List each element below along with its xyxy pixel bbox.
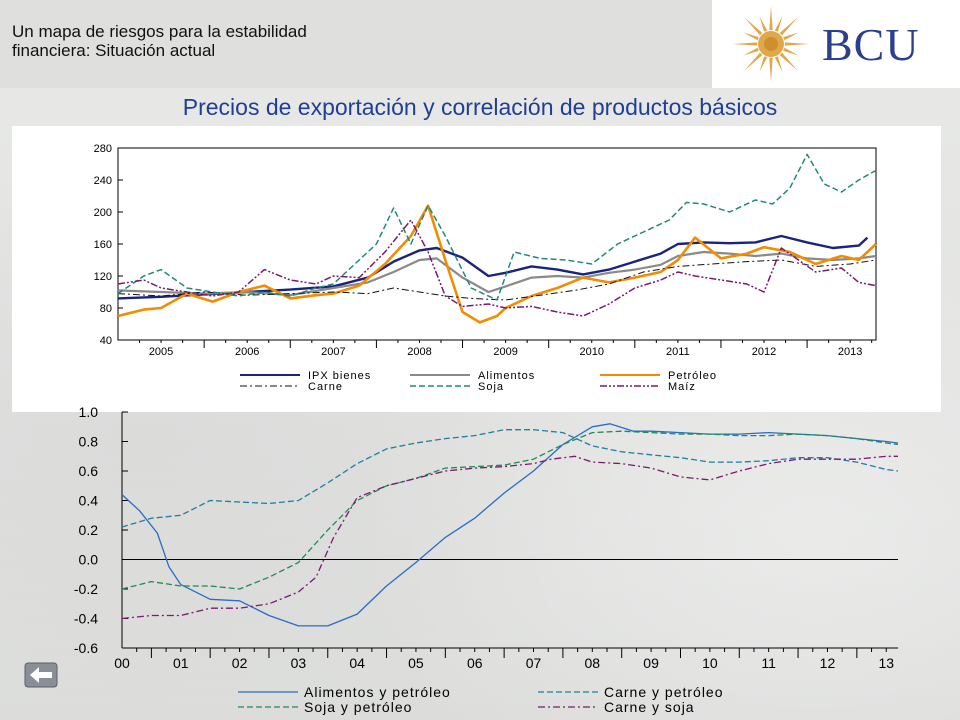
sun-ray	[743, 47, 759, 56]
back-arrow-icon	[24, 662, 58, 688]
sun-ray	[783, 32, 799, 41]
presentation-subtitle: Un mapa de riesgos para la estabilidad f…	[12, 22, 392, 60]
logo-text: BCU	[822, 19, 920, 70]
sun-ray	[774, 56, 783, 72]
subtitle-line-1: Un mapa de riesgos para la estabilidad	[12, 22, 307, 41]
sun-ray	[759, 56, 768, 72]
sun-ray	[769, 57, 773, 82]
sun-ray	[759, 16, 768, 32]
slide-title: Precios de exportación y correlación de …	[182, 94, 778, 120]
sun-ray	[744, 17, 763, 36]
sun-ray	[779, 52, 798, 71]
sun-ray	[783, 47, 799, 56]
sun-emblem-icon	[733, 6, 809, 82]
sun-ray	[774, 16, 783, 32]
chart-export-prices-panel	[12, 126, 941, 412]
sun-ray	[769, 6, 773, 31]
sun-ray	[744, 52, 763, 71]
sun-ray	[779, 17, 798, 36]
sun-ray	[784, 42, 809, 46]
subtitle-line-2: financiera: Situación actual	[12, 41, 216, 60]
sun-ray	[733, 42, 758, 46]
header-band: Un mapa de riesgos para la estabilidad f…	[0, 0, 960, 88]
sun-ray	[743, 32, 759, 41]
back-button[interactable]	[24, 662, 58, 688]
bcu-logo: BCU	[712, 0, 960, 88]
